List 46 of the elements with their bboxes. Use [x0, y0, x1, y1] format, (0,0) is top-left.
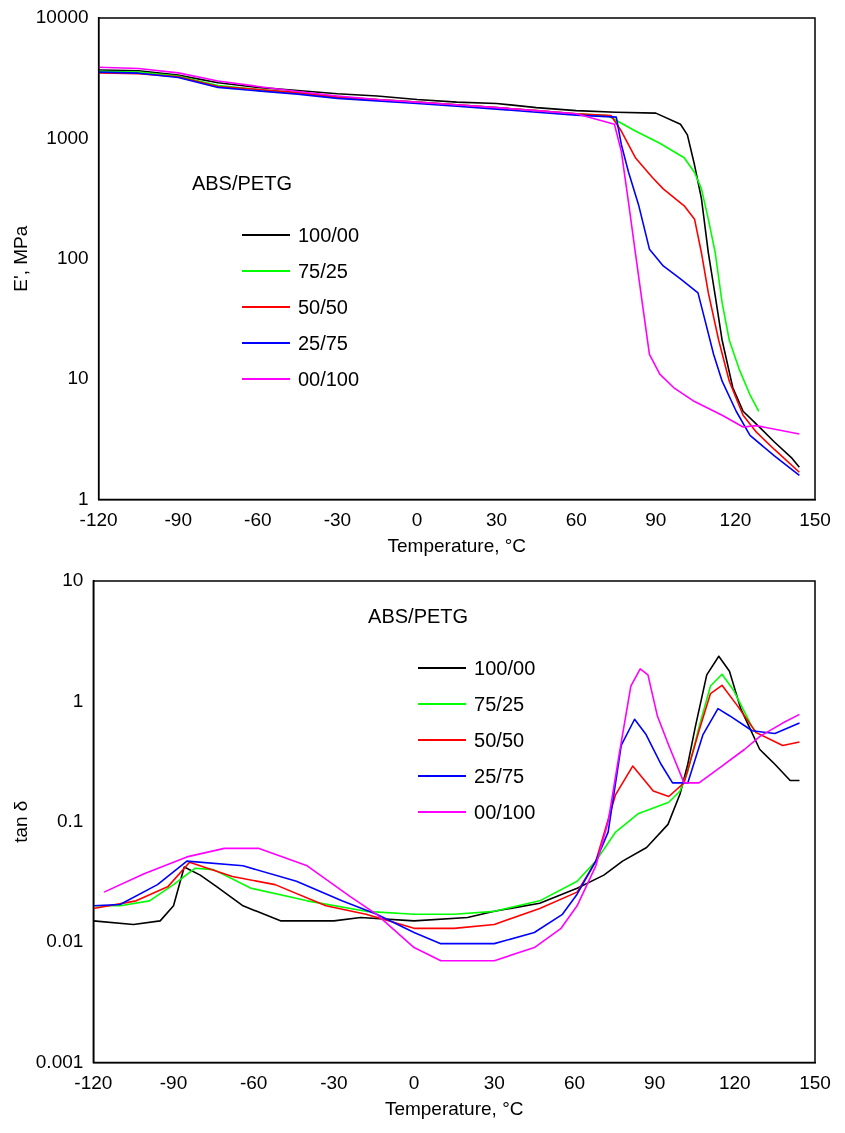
y-tick-label: 10 [67, 367, 89, 389]
x-tick-label: 150 [799, 509, 831, 531]
legend-label: 00/100 [474, 800, 536, 824]
legend-label: 75/25 [474, 692, 525, 716]
legend-label: 100/00 [474, 656, 536, 680]
x-tick-label: -60 [239, 1072, 268, 1094]
x-tick-label: -30 [320, 1072, 348, 1094]
legend-label: 100/00 [297, 223, 360, 247]
y-tick-label: 10 [62, 569, 84, 591]
y-tick-label: 10000 [35, 6, 89, 28]
x-tick-label: 0 [408, 1072, 420, 1094]
x-tick-label: 90 [644, 1072, 666, 1094]
x-tick-label: -90 [164, 509, 192, 531]
x-tick-label: 30 [486, 509, 508, 531]
y-tick-label: 1 [72, 689, 84, 711]
x-tick-label: 30 [483, 1072, 505, 1094]
x-tick-label: -30 [323, 509, 352, 531]
y-tick-label: 1 [78, 487, 89, 509]
legend-title: ABS/PETG [368, 605, 470, 629]
x-tick-label: -120 [74, 1072, 113, 1094]
y-tick-label: 0.1 [56, 809, 84, 831]
x-axis-title: Temperature, °C [384, 1097, 524, 1119]
x-tick-label: -120 [79, 509, 118, 531]
y-tick-label: 0.01 [46, 930, 84, 952]
x-tick-label: 0 [411, 509, 423, 531]
legend-title: ABS/PETG [191, 172, 293, 196]
legend-label: 25/75 [474, 764, 525, 788]
y-tick-label: 100 [56, 246, 89, 268]
x-tick-label: 60 [565, 509, 587, 531]
x-tick-label: 150 [799, 1072, 831, 1094]
legend-label: 25/75 [297, 331, 348, 355]
x-tick-label: 60 [563, 1072, 586, 1094]
legend-label: 50/50 [474, 728, 525, 752]
legend-label: 75/25 [297, 259, 348, 283]
x-tick-label: -60 [244, 509, 272, 531]
x-tick-label: 120 [718, 1072, 751, 1094]
y-tick-label: 0.001 [35, 1050, 84, 1072]
x-tick-label: 120 [719, 509, 752, 531]
x-tick-label: 90 [645, 509, 667, 531]
y-tick-label: 1000 [46, 126, 89, 148]
x-tick-label: -90 [159, 1072, 188, 1094]
legend-label: 00/100 [297, 367, 360, 391]
legend-label: 50/50 [297, 295, 348, 319]
x-axis-title: Temperature, °C [387, 534, 527, 556]
y-axis-title: tan δ [9, 800, 31, 843]
y-axis-title: E', MPa [9, 225, 31, 292]
